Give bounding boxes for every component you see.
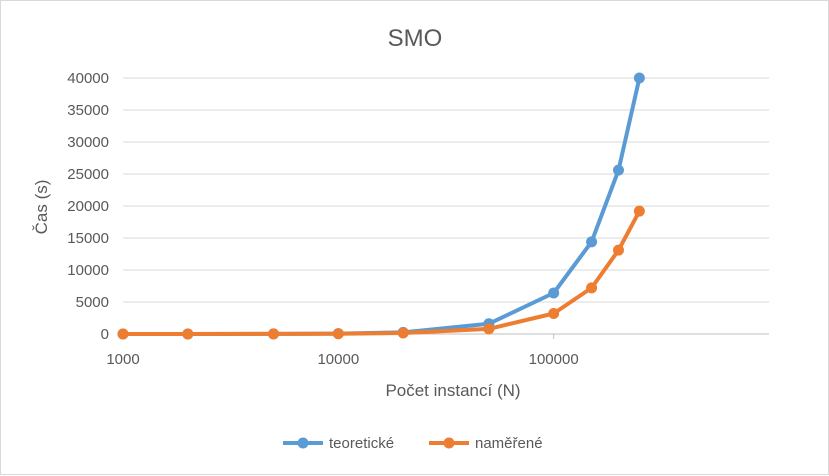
data-point	[586, 236, 598, 248]
y-axis-ticks: 0 5000 10000 15000 20000 25000 30000 35000 40000	[67, 70, 109, 343]
x-axis-ticks: 1000 10000 100000	[106, 334, 579, 368]
data-point	[548, 308, 560, 320]
series-layer	[117, 72, 645, 340]
series-line	[121, 209, 642, 336]
legend-item: naměřené	[429, 435, 543, 452]
legend-item: teoretické	[283, 435, 394, 452]
y-tick-label: 15000	[67, 230, 109, 247]
data-point	[612, 164, 624, 176]
y-tick-label: 25000	[67, 166, 109, 183]
y-axis-label: Čas (s)	[32, 180, 51, 235]
data-point	[633, 72, 645, 84]
y-tick-label: 30000	[67, 134, 109, 151]
y-tick-label: 35000	[67, 102, 109, 119]
x-axis-label: Počet instancí (N)	[385, 381, 520, 400]
y-tick-label: 0	[101, 326, 109, 343]
legend-label: naměřené	[475, 435, 543, 452]
data-point	[332, 328, 344, 340]
y-tick-label: 40000	[67, 70, 109, 87]
data-point	[483, 323, 495, 335]
legend-marker	[297, 437, 309, 449]
data-point	[548, 287, 560, 299]
legend-marker	[443, 437, 455, 449]
chart-title: SMO	[388, 25, 443, 52]
data-point	[633, 205, 645, 217]
y-tick-label: 10000	[67, 262, 109, 279]
data-point	[586, 282, 598, 294]
y-tick-label: 5000	[76, 294, 109, 311]
data-point	[182, 328, 194, 340]
series-2	[117, 205, 645, 340]
data-point	[268, 328, 280, 340]
x-tick-label: 1000	[106, 351, 139, 368]
legend: teoretické naměřené	[283, 435, 543, 452]
gridlines	[123, 77, 769, 335]
legend-label: teoretické	[329, 435, 394, 452]
x-tick-label: 10000	[317, 351, 359, 368]
y-tick-label: 20000	[67, 198, 109, 215]
data-point	[117, 328, 129, 340]
data-point	[397, 327, 409, 339]
x-tick-label: 100000	[529, 351, 579, 368]
data-point	[612, 244, 624, 256]
